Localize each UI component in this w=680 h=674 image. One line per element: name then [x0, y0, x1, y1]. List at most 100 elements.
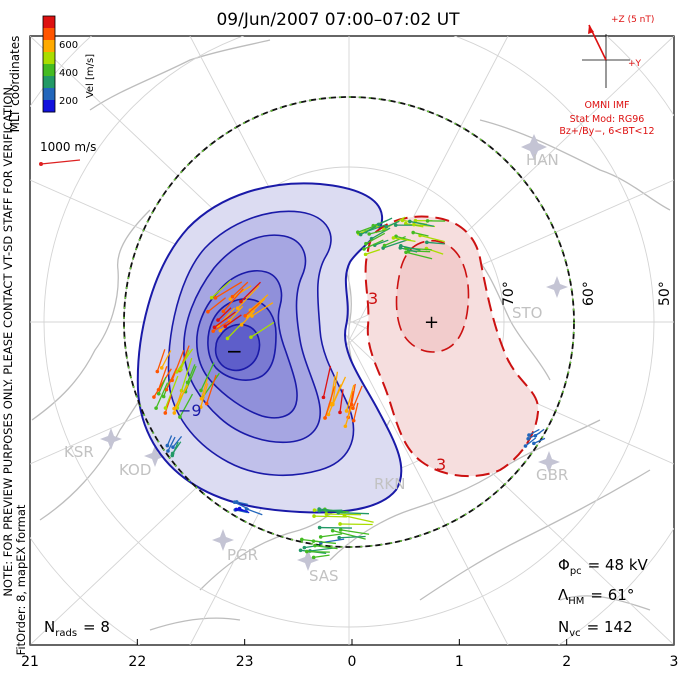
velocity-vector	[164, 395, 172, 414]
velocity-vector	[332, 530, 366, 540]
velocity-vector-origin	[413, 218, 418, 223]
velocity-vector-origin	[300, 537, 304, 542]
lambda-hm-stat: ΛHM = 61°	[558, 586, 634, 607]
velocity-vector-origin	[239, 323, 244, 327]
velocity-vector	[322, 365, 332, 398]
velocity-vector-origin	[403, 221, 408, 226]
velocity-vector-origin	[204, 401, 209, 406]
velocity-vector	[400, 245, 421, 251]
velocity-vector	[339, 389, 344, 413]
velocity-vector-origin	[156, 392, 161, 396]
velocity-vector	[314, 545, 338, 550]
velocity-vector-origin	[234, 500, 239, 504]
velocity-vector-origin	[239, 299, 243, 304]
station-label-ksr: KSR	[64, 443, 94, 461]
velocity-vector-origin	[337, 535, 341, 540]
contour-label-neg-1: −9	[178, 401, 202, 420]
phi-pc-stat: Φpc = 48 kV	[558, 556, 649, 577]
mlt-tick-label: 3	[670, 654, 679, 670]
velocity-vector-origin	[171, 445, 175, 449]
velocity-vector-origin	[221, 309, 226, 314]
velocity-vector	[326, 513, 362, 516]
max-potential-marker: +	[424, 312, 439, 333]
velocity-vector	[172, 435, 183, 448]
velocity-vector	[200, 362, 215, 391]
velocity-vector-origin	[230, 294, 235, 299]
phi-pc-subscript: pc	[570, 566, 582, 577]
velocity-vector-origin	[218, 328, 223, 333]
velocity-vectors	[152, 216, 546, 560]
negative-contour-6	[214, 323, 261, 372]
velocity-vector-origin	[312, 514, 316, 518]
velocity-vector-origin	[367, 232, 372, 236]
velocity-vector	[301, 538, 326, 543]
lambda-hm-symbol: Λ	[558, 586, 569, 604]
phi-pc-value: = 48 kV	[588, 556, 649, 574]
velocity-vector	[344, 515, 374, 523]
imf-z-label: +Z (5 nT)	[611, 15, 654, 25]
velocity-vector-origin	[376, 222, 381, 227]
velocity-vector-origin	[170, 451, 175, 456]
velocity-vector-origin	[393, 223, 398, 227]
velocity-vector-origin	[364, 241, 368, 246]
velocity-vector-origin	[408, 219, 412, 224]
velocity-vector-origin	[178, 367, 183, 372]
velocity-vector-origin	[343, 424, 348, 429]
velocity-vector-origin	[425, 219, 430, 223]
mlt-tick-label: 22	[128, 654, 146, 670]
velocity-vector	[426, 241, 445, 245]
velocity-vector	[528, 428, 540, 436]
velocity-vector-origin	[243, 313, 247, 318]
velocity-vector	[231, 281, 249, 298]
velocity-vector	[237, 285, 260, 309]
lambda-hm-subscript: HM	[568, 596, 584, 607]
lat-label-50: 50°	[657, 281, 673, 306]
mlt-tick-label: 2	[562, 654, 571, 670]
colorbar: 600 400 200 Vel [m/s] MLT coordinates	[8, 15, 96, 133]
velocity-vector	[385, 220, 400, 228]
velocity-vector-origin	[249, 335, 253, 339]
coordinate-label: MLT coordinates	[8, 36, 22, 133]
velocity-vector-origin	[318, 535, 323, 539]
imf-condition: Bz+/By−, 6<BT<12	[559, 126, 654, 137]
scale-vector: 1000 m/s	[39, 140, 96, 166]
velocity-vector	[156, 349, 166, 372]
velocity-vector-origin	[235, 306, 240, 310]
station-label-han: HAN	[526, 151, 559, 169]
velocity-vector	[246, 508, 263, 516]
velocity-vector-origin	[321, 395, 326, 400]
nrads-stat: Nrads = 8	[44, 618, 110, 639]
velocity-vector	[360, 225, 377, 236]
colorbar-swatch	[43, 88, 55, 101]
velocity-vector-origin	[425, 240, 429, 245]
velocity-vector	[207, 297, 226, 313]
nvc-subscript: vc	[569, 628, 580, 639]
velocity-vector	[244, 302, 261, 317]
velocity-vector-origin	[298, 548, 303, 553]
velocity-vector-origin	[206, 309, 210, 314]
velocity-vector	[180, 357, 193, 391]
velocity-vector-origin	[165, 443, 170, 448]
velocity-vector-origin	[216, 318, 220, 322]
velocity-vector	[251, 302, 274, 317]
velocity-vector	[222, 288, 244, 312]
fit-order-note: FitOrder: 8, mapEX format	[14, 504, 28, 655]
velocity-vector-origin	[228, 297, 233, 301]
velocity-vector-origin	[317, 525, 322, 530]
nvc-value: = 142	[587, 618, 633, 636]
velocity-vector-origin	[356, 230, 360, 235]
map-statistics: Φpc = 48 kV ΛHM = 61° Nvc = 142 Nrads = 8	[44, 556, 649, 639]
velocity-vector	[365, 232, 386, 245]
lat-label-60: 60°	[581, 281, 597, 306]
velocity-vector	[313, 554, 330, 559]
velocity-vector	[345, 384, 355, 412]
velocity-vector	[413, 231, 429, 237]
nrads-value: = 8	[83, 618, 110, 636]
velocity-vector-origin	[523, 444, 528, 448]
velocity-vector-origin	[527, 433, 531, 437]
velocity-vector	[332, 376, 347, 405]
velocity-vector	[158, 376, 167, 395]
imf-source: OMNI IMF	[584, 100, 629, 111]
velocity-vector	[211, 279, 232, 299]
velocity-vector	[172, 441, 182, 454]
